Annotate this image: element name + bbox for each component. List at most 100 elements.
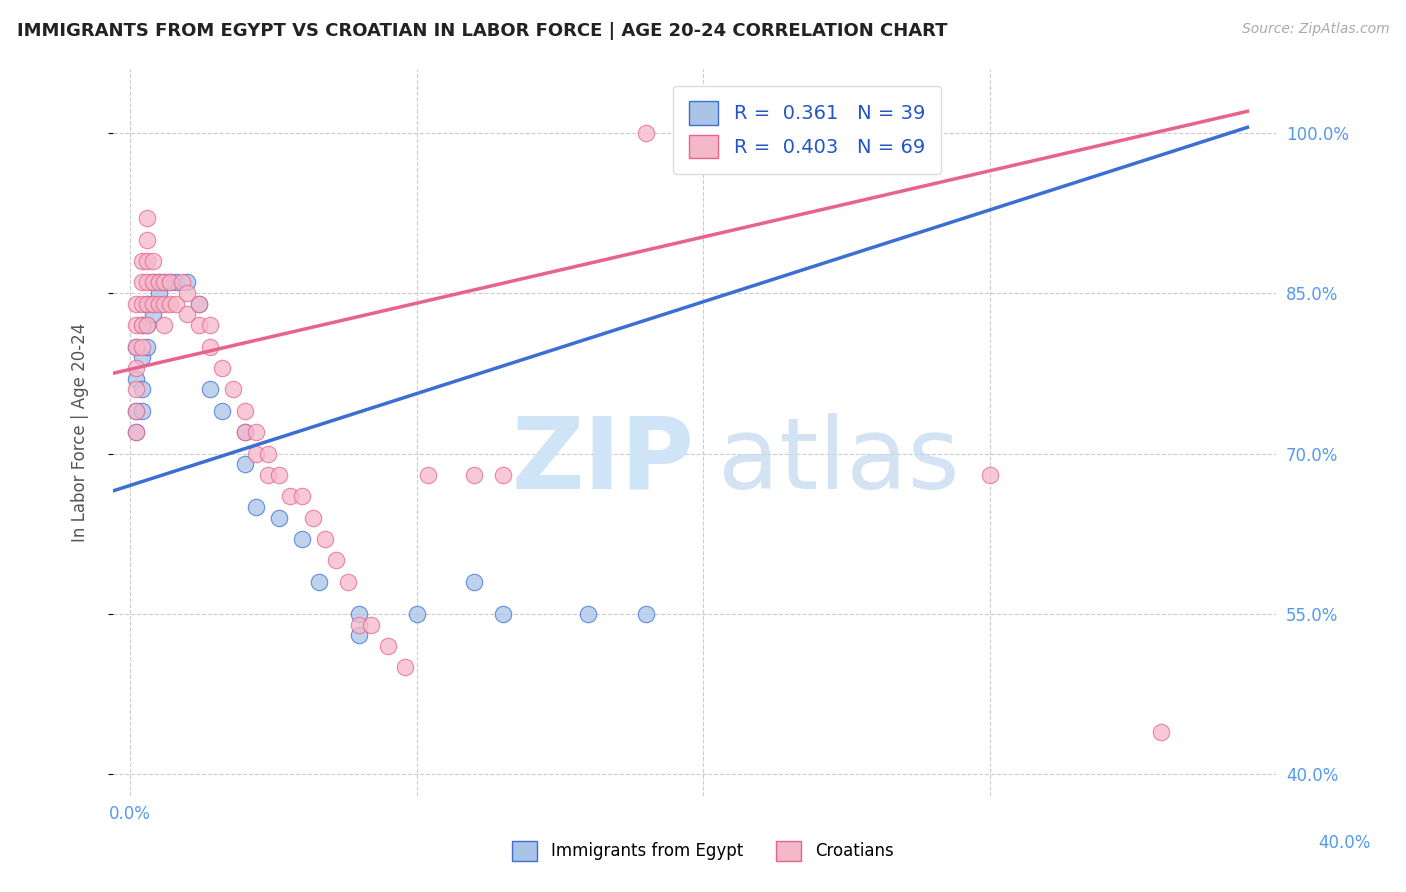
Point [136,340,159,354]
Point [159,276,181,290]
Point [165,297,187,311]
Point [131,318,153,333]
Point [291,532,314,546]
Point [142,276,165,290]
Point [394,660,416,674]
Point [308,574,330,589]
Point [463,467,485,482]
Point [245,500,267,514]
Point [131,403,153,417]
Point [131,340,153,354]
Point [153,297,176,311]
Point [336,574,359,589]
Point [148,286,170,301]
Point [634,126,657,140]
Point [142,297,165,311]
Point [187,297,209,311]
Point [222,383,245,397]
Point [125,297,148,311]
Point [491,607,513,621]
Text: 40.0%: 40.0% [1319,834,1371,852]
Point [377,639,399,653]
Point [131,276,153,290]
Point [291,489,314,503]
Point [200,340,222,354]
Point [136,254,159,268]
Point [416,467,439,482]
Point [491,467,513,482]
Point [142,308,165,322]
Point [578,607,600,621]
Point [233,457,256,471]
Point [360,617,382,632]
Point [142,297,165,311]
Point [280,489,302,503]
Point [463,574,485,589]
Point [233,425,256,439]
Point [314,532,336,546]
Point [187,297,209,311]
Point [187,318,209,333]
Point [692,126,714,140]
Point [136,318,159,333]
Point [153,318,176,333]
Point [153,276,176,290]
Point [125,403,148,417]
Point [200,318,222,333]
Point [131,254,153,268]
Point [256,467,278,482]
Point [125,361,148,376]
Legend: Immigrants from Egypt, Croatians: Immigrants from Egypt, Croatians [506,834,900,868]
Point [125,318,148,333]
Point [634,607,657,621]
Point [125,403,148,417]
Point [176,286,198,301]
Point [125,340,148,354]
Point [349,628,371,642]
Point [131,318,153,333]
Point [148,276,170,290]
Point [245,446,267,460]
Point [349,607,371,621]
Point [979,467,1001,482]
Point [749,126,772,140]
Point [200,383,222,397]
Point [325,553,347,567]
Point [136,233,159,247]
Point [148,297,170,311]
Point [148,276,170,290]
Text: IMMIGRANTS FROM EGYPT VS CROATIAN IN LABOR FORCE | AGE 20-24 CORRELATION CHART: IMMIGRANTS FROM EGYPT VS CROATIAN IN LAB… [17,22,948,40]
Point [125,425,148,439]
Point [233,425,256,439]
Point [349,617,371,632]
Point [302,510,325,524]
Point [153,276,176,290]
Point [692,126,714,140]
Point [176,308,198,322]
Point [165,276,187,290]
Point [807,126,830,140]
Point [136,211,159,226]
Point [125,372,148,386]
Point [245,425,267,439]
Point [131,351,153,365]
Point [125,425,148,439]
Legend: R =  0.361   N = 39, R =  0.403   N = 69: R = 0.361 N = 39, R = 0.403 N = 69 [673,86,941,174]
Point [136,297,159,311]
Point [211,403,233,417]
Point [256,446,278,460]
Point [131,383,153,397]
Point [136,276,159,290]
Point [142,276,165,290]
Point [159,297,181,311]
Point [159,276,181,290]
Point [142,254,165,268]
Point [405,607,427,621]
Point [267,467,290,482]
Text: atlas: atlas [717,413,959,509]
Point [233,403,256,417]
Point [131,297,153,311]
Point [125,383,148,397]
Text: ZIP: ZIP [512,413,695,509]
Point [136,297,159,311]
